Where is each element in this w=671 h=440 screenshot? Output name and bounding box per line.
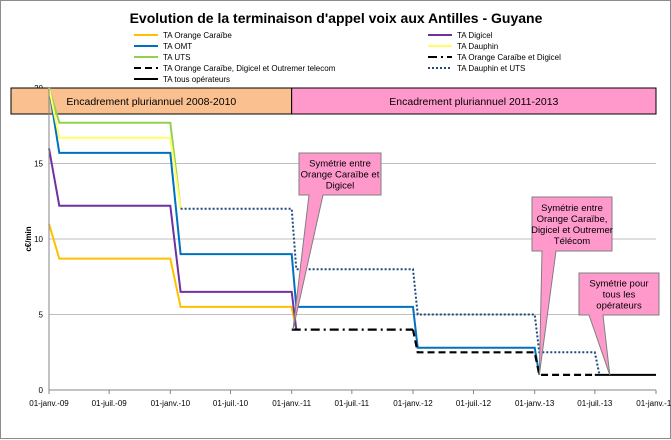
- x-tick-label-3: 01-juil.-10: [213, 399, 249, 408]
- x-tick-label-2: 01-janv.-10: [151, 399, 191, 408]
- x-tick-label-10: 01-janv.-14: [636, 399, 671, 408]
- legend-label-0: TA Orange Caraïbe: [163, 31, 232, 40]
- series-line-8: [180, 207, 601, 376]
- chart-title: Evolution de la terminaison d'appel voix…: [130, 10, 543, 26]
- y-tick-label-2: 10: [34, 235, 43, 244]
- callout-shape-1: [531, 196, 613, 375]
- callout-text-2-2: opérateurs: [596, 301, 642, 312]
- axes: 01-janv.-09 01-juil.-09 01-janv.-10 01-juil…: [29, 88, 671, 408]
- legend-label-5: TA Digicel: [457, 31, 493, 40]
- y-axis-label: c€/min: [24, 226, 33, 251]
- period-label-0: Encadrement pluriannuel 2008-2010: [66, 96, 236, 108]
- callout-shape-0: [292, 152, 382, 330]
- x-tick-label-5: 01-juil.-11: [335, 399, 370, 408]
- callout-text-0-1: Orange Caraïbe et: [301, 170, 380, 181]
- callout-text-1-3: Télécom: [554, 236, 591, 247]
- callout-text-0-0: Symétrie entre: [309, 159, 371, 170]
- period-band-1: [291, 87, 657, 115]
- x-tick-label-4: 01-janv.-11: [272, 399, 311, 408]
- series-line-6: [48, 87, 182, 209]
- legend-label-6: TA Dauphin: [457, 42, 498, 51]
- series-line-0: [48, 223, 298, 330]
- legend-label-7: TA Orange Caraïbe et Digicel: [457, 53, 561, 62]
- callout-text-1-2: Digicel et Outremer: [531, 225, 613, 236]
- callout-text-2-0: Symétrie pour: [589, 279, 648, 290]
- legend-label-3: TA Orange Caraïbe, Digicel et Outremer t…: [163, 64, 336, 73]
- y-tick-label-3: 15: [34, 160, 43, 169]
- callout-text-1-1: Orange Caraïbe,: [537, 214, 608, 225]
- callout-shape-2: [578, 272, 660, 376]
- series-line-1: [48, 87, 541, 376]
- x-tick-label-8: 01-janv.-13: [515, 399, 555, 408]
- x-tick-label-7: 01-juil.-12: [456, 399, 492, 408]
- period-band-0: [10, 87, 293, 115]
- x-tick-label-9: 01-juil.-13: [577, 399, 613, 408]
- series-line-3: [411, 329, 595, 376]
- legend-label-1: TA OMT: [163, 42, 192, 51]
- callout-text-2-1: tous les: [603, 290, 636, 301]
- y-tick-label-0: 0: [39, 386, 44, 395]
- legend-label-8: TA Dauphin et UTS: [457, 64, 525, 73]
- legend-label-4: TA tous opérateurs: [163, 75, 230, 84]
- x-tick-label-1: 01-juil.-09: [92, 399, 128, 408]
- x-tick-label-6: 01-janv.-12: [393, 399, 433, 408]
- period-label-1: Encadrement pluriannuel 2011-2013: [389, 96, 558, 108]
- callout-text-1-0: Symétrie entre: [541, 203, 603, 214]
- series-line-5: [48, 148, 298, 330]
- period-bands: Encadrement pluriannuel 2008-2010 Encadre…: [10, 87, 657, 115]
- y-tick-label-1: 5: [39, 311, 44, 320]
- legend-label-2: TA UTS: [163, 53, 190, 62]
- x-tick-label-0: 01-janv.-09: [29, 399, 69, 408]
- legend: TA Orange Caraïbe TA OMT TA UTS TA Orange C…: [134, 31, 561, 84]
- callout-text-0-2: Digicel: [326, 181, 355, 192]
- series-lines: [48, 87, 656, 376]
- series-line-2: [48, 87, 182, 209]
